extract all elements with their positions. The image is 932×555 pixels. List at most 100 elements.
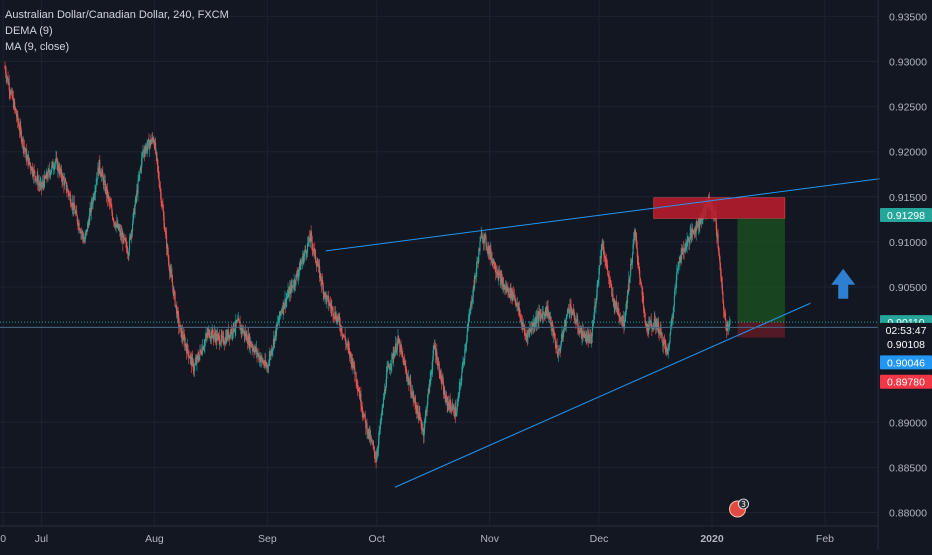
candle-body (432, 359, 434, 370)
candle-body (670, 325, 672, 327)
candle-body (406, 374, 408, 379)
candle-body (70, 204, 72, 206)
lower-support-trendline[interactable] (394, 302, 811, 488)
candle-body (402, 357, 404, 365)
candle-body (512, 292, 514, 297)
indicator-dema[interactable]: DEMA (9) (5, 25, 53, 37)
candle-body (285, 299, 287, 306)
candle-body (662, 342, 664, 346)
candle-body (636, 248, 638, 257)
candle-body (675, 280, 677, 288)
candle-body (421, 424, 423, 430)
candle-body (56, 158, 58, 159)
candle-body (317, 264, 319, 267)
candle-body (295, 273, 298, 275)
candle-body (695, 227, 697, 233)
candle-body (540, 314, 542, 316)
candle-body (224, 343, 226, 344)
candle-body (667, 347, 669, 354)
candle-body (356, 384, 358, 389)
candle-body (501, 276, 503, 280)
time-axis[interactable]: 0 Jul Aug Sep Oct Nov Dec 2020 Feb (0, 533, 834, 545)
candle-body (61, 177, 63, 182)
candle-body (257, 354, 259, 355)
candle-body (396, 341, 398, 349)
candle-body (50, 172, 52, 176)
candle-body (120, 232, 122, 236)
candle-body (151, 137, 153, 142)
candle-body (424, 415, 426, 420)
indicator-ma[interactable]: MA (9, close) (5, 41, 70, 53)
take-profit-zone[interactable] (737, 218, 785, 323)
candle-body (135, 196, 137, 198)
candle-body (78, 222, 80, 230)
candle-body (285, 298, 287, 306)
candle-body (234, 330, 236, 332)
candle-body (719, 256, 721, 264)
candle-body (17, 113, 19, 122)
candle-body (182, 337, 184, 341)
candle-body (539, 313, 541, 315)
x-tick-label: Feb (816, 533, 834, 545)
drawings[interactable]: 3 (0, 178, 880, 518)
candle-body (382, 407, 384, 408)
candle-body (79, 229, 81, 231)
candle-body (505, 286, 507, 289)
up-arrow-icon[interactable] (831, 268, 856, 299)
candle-body (458, 385, 460, 397)
candle-body (94, 187, 97, 193)
candle-body (362, 413, 364, 418)
candle-body (634, 229, 636, 237)
candle-body (4, 66, 6, 69)
candle-body (128, 238, 131, 251)
candle-body (59, 168, 61, 172)
upper-resistance-trendline[interactable] (325, 178, 880, 252)
candle-body (699, 224, 701, 227)
stop-loss-zone[interactable] (653, 197, 786, 219)
candle-body (29, 162, 31, 165)
candle-body (67, 189, 69, 193)
candle-body (303, 256, 305, 263)
candle-body (625, 301, 627, 312)
candle-body (391, 353, 393, 365)
candle-body (453, 414, 456, 417)
candle-body (446, 398, 448, 406)
candle-body (520, 316, 522, 325)
candle-body (157, 165, 159, 171)
candle-body (263, 364, 265, 366)
candle-body (665, 346, 667, 353)
candle-body (427, 395, 429, 405)
candle-body (57, 164, 59, 170)
candle-body (382, 398, 384, 408)
candle-body (594, 305, 596, 308)
price-labels: 0.912980.9011002:53:470.901080.900460.89… (880, 208, 932, 389)
candle-body (522, 328, 524, 329)
candle-body (403, 360, 405, 365)
price-axis[interactable]: 0.93500 0.93000 0.92500 0.92000 0.91500 0.910… (889, 11, 927, 519)
candle-body (193, 365, 196, 371)
candle-body (418, 413, 420, 421)
candle-body (435, 351, 437, 356)
candle-body (80, 231, 83, 233)
candle-body (616, 308, 618, 313)
candle-body (587, 334, 589, 337)
candle-body (535, 316, 537, 324)
candle-body (251, 345, 253, 347)
candle-body (325, 292, 327, 296)
candle-body (49, 172, 51, 176)
candle-body (502, 284, 504, 287)
candle-body (456, 406, 458, 416)
candle-body (153, 140, 155, 149)
risk-zone[interactable] (737, 322, 785, 338)
candle-body (311, 242, 313, 249)
candle-body (543, 313, 545, 315)
symbol-title[interactable]: Australian Dollar/Canadian Dollar, 240, … (5, 9, 229, 21)
candle-body (52, 162, 54, 169)
candle-body (642, 295, 644, 297)
candle-body (378, 430, 380, 439)
candle-body (42, 181, 44, 185)
candle-body (240, 326, 242, 332)
candle-body (259, 356, 261, 362)
